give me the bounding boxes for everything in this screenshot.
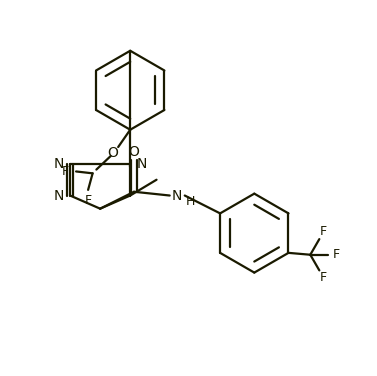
Text: F: F [62,165,69,178]
Text: N: N [136,156,147,171]
Text: F: F [84,194,92,207]
Text: F: F [333,248,340,261]
Text: O: O [129,144,139,159]
Text: F: F [320,271,327,284]
Text: F: F [320,226,327,238]
Text: N: N [54,188,64,203]
Text: H: H [185,195,195,208]
Text: N: N [54,156,64,171]
Text: O: O [107,146,118,161]
Text: N: N [172,188,182,203]
